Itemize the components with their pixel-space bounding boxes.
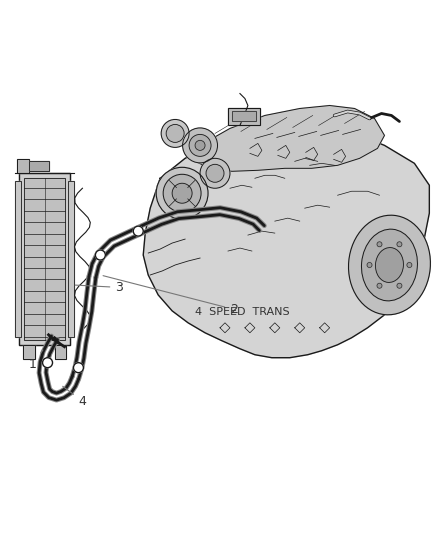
Ellipse shape <box>361 229 417 301</box>
Text: 4  SPEED  TRANS: 4 SPEED TRANS <box>195 307 290 317</box>
Ellipse shape <box>206 164 224 182</box>
Bar <box>232 111 256 122</box>
Bar <box>232 111 256 122</box>
Text: 2: 2 <box>103 276 238 316</box>
Bar <box>228 108 260 125</box>
Ellipse shape <box>183 128 218 163</box>
Bar <box>17 159 28 173</box>
Bar <box>14 181 21 337</box>
Bar <box>23 345 35 359</box>
Bar <box>28 161 49 171</box>
Ellipse shape <box>349 215 431 315</box>
Ellipse shape <box>397 242 402 247</box>
Ellipse shape <box>95 250 106 260</box>
Ellipse shape <box>375 248 403 282</box>
Ellipse shape <box>195 140 205 150</box>
Ellipse shape <box>156 167 208 219</box>
Polygon shape <box>143 122 429 358</box>
Bar <box>68 181 74 337</box>
Ellipse shape <box>377 242 382 247</box>
Ellipse shape <box>200 158 230 188</box>
Bar <box>17 159 28 173</box>
Bar <box>19 173 71 345</box>
Ellipse shape <box>133 226 143 236</box>
Text: 4: 4 <box>63 386 86 408</box>
Ellipse shape <box>377 283 382 288</box>
Ellipse shape <box>367 263 372 268</box>
Polygon shape <box>190 106 385 171</box>
Text: 3: 3 <box>75 281 123 294</box>
Bar <box>28 161 49 171</box>
Bar <box>54 345 67 359</box>
Bar <box>14 181 21 337</box>
Ellipse shape <box>42 358 53 368</box>
Ellipse shape <box>407 263 412 268</box>
Text: 1: 1 <box>28 350 43 370</box>
Bar <box>24 178 66 340</box>
Bar <box>23 345 35 359</box>
Ellipse shape <box>397 283 402 288</box>
Ellipse shape <box>166 124 184 142</box>
Ellipse shape <box>172 183 192 203</box>
Bar <box>228 108 260 125</box>
Ellipse shape <box>74 362 83 373</box>
Bar <box>19 173 71 345</box>
Ellipse shape <box>161 119 189 148</box>
Ellipse shape <box>189 134 211 156</box>
Bar <box>24 178 66 340</box>
Ellipse shape <box>163 174 201 212</box>
Bar <box>68 181 74 337</box>
Bar <box>54 345 67 359</box>
